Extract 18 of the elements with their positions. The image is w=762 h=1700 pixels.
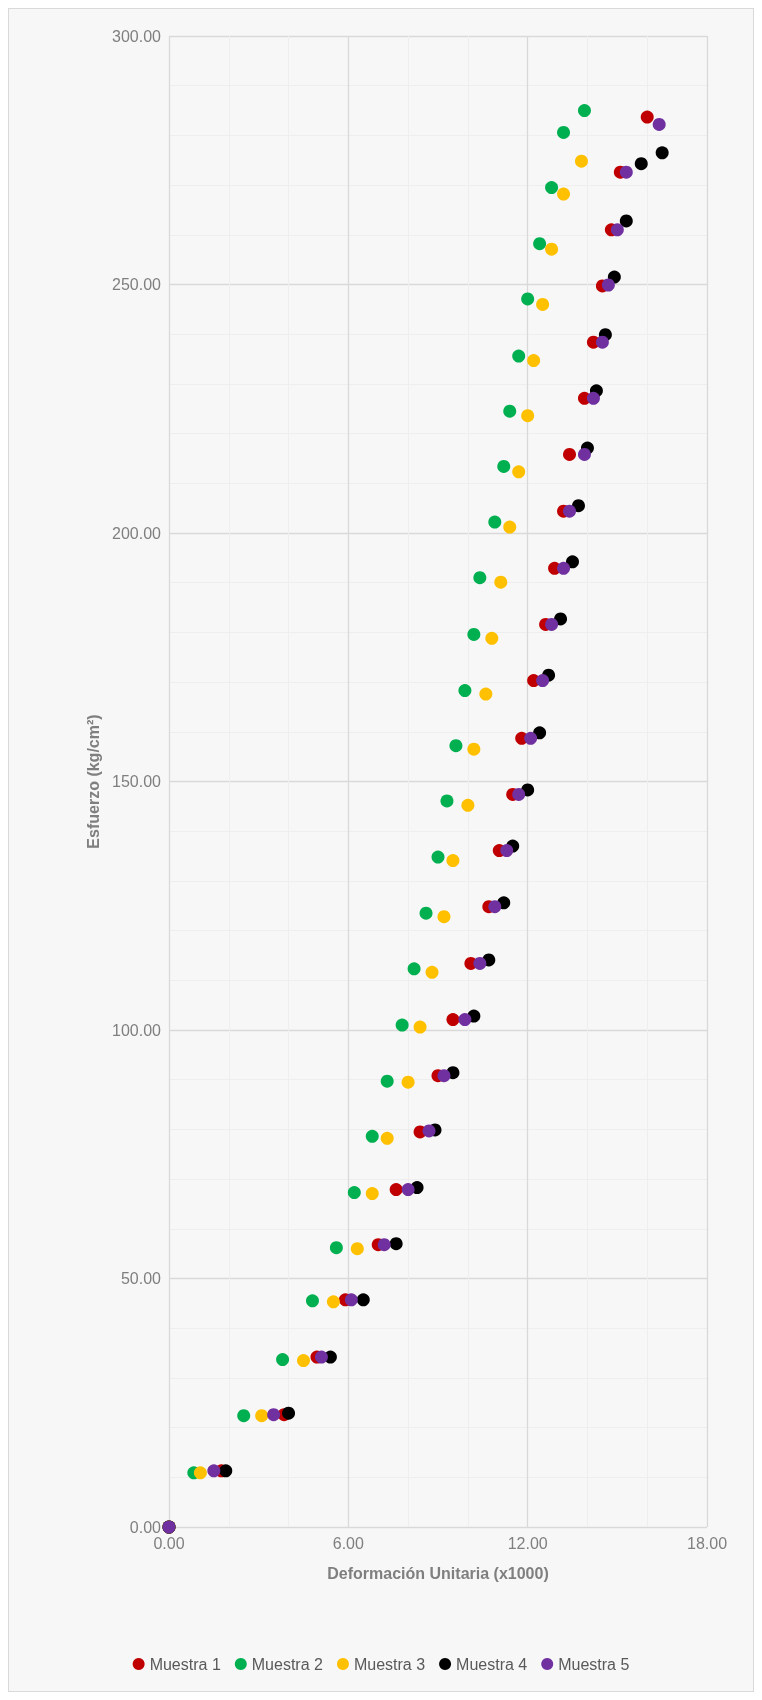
- x-tick-label: 6.00: [332, 1534, 365, 1552]
- legend-label: Muestra 3: [353, 1655, 426, 1673]
- y-tick-label: 200.00: [112, 524, 162, 542]
- x-tick-label: 0.00: [153, 1534, 185, 1552]
- y-tick-label: 250.00: [112, 276, 162, 293]
- x-tick-label: 12.00: [507, 1534, 548, 1552]
- y-tick-label: 300.00: [112, 27, 162, 45]
- y-tick-label: 150.00: [112, 773, 162, 790]
- y-tick-label: 50.00: [120, 1270, 162, 1287]
- x-tick-label: 18.00: [686, 1534, 728, 1552]
- legend-label: Muestra 4: [456, 1655, 528, 1673]
- legend-label: Muestra 2: [251, 1655, 324, 1673]
- legend-label: Muestra 1: [149, 1655, 221, 1673]
- y-tick-label: 0.00: [129, 1518, 162, 1536]
- legend-label: Muestra 5: [558, 1655, 630, 1673]
- y-tick-label: 100.00: [112, 1021, 162, 1039]
- y-axis-title: Esfuerzo (kg/cm²): [84, 714, 102, 849]
- x-axis-title: Deformación Unitaria (x1000): [327, 1564, 549, 1582]
